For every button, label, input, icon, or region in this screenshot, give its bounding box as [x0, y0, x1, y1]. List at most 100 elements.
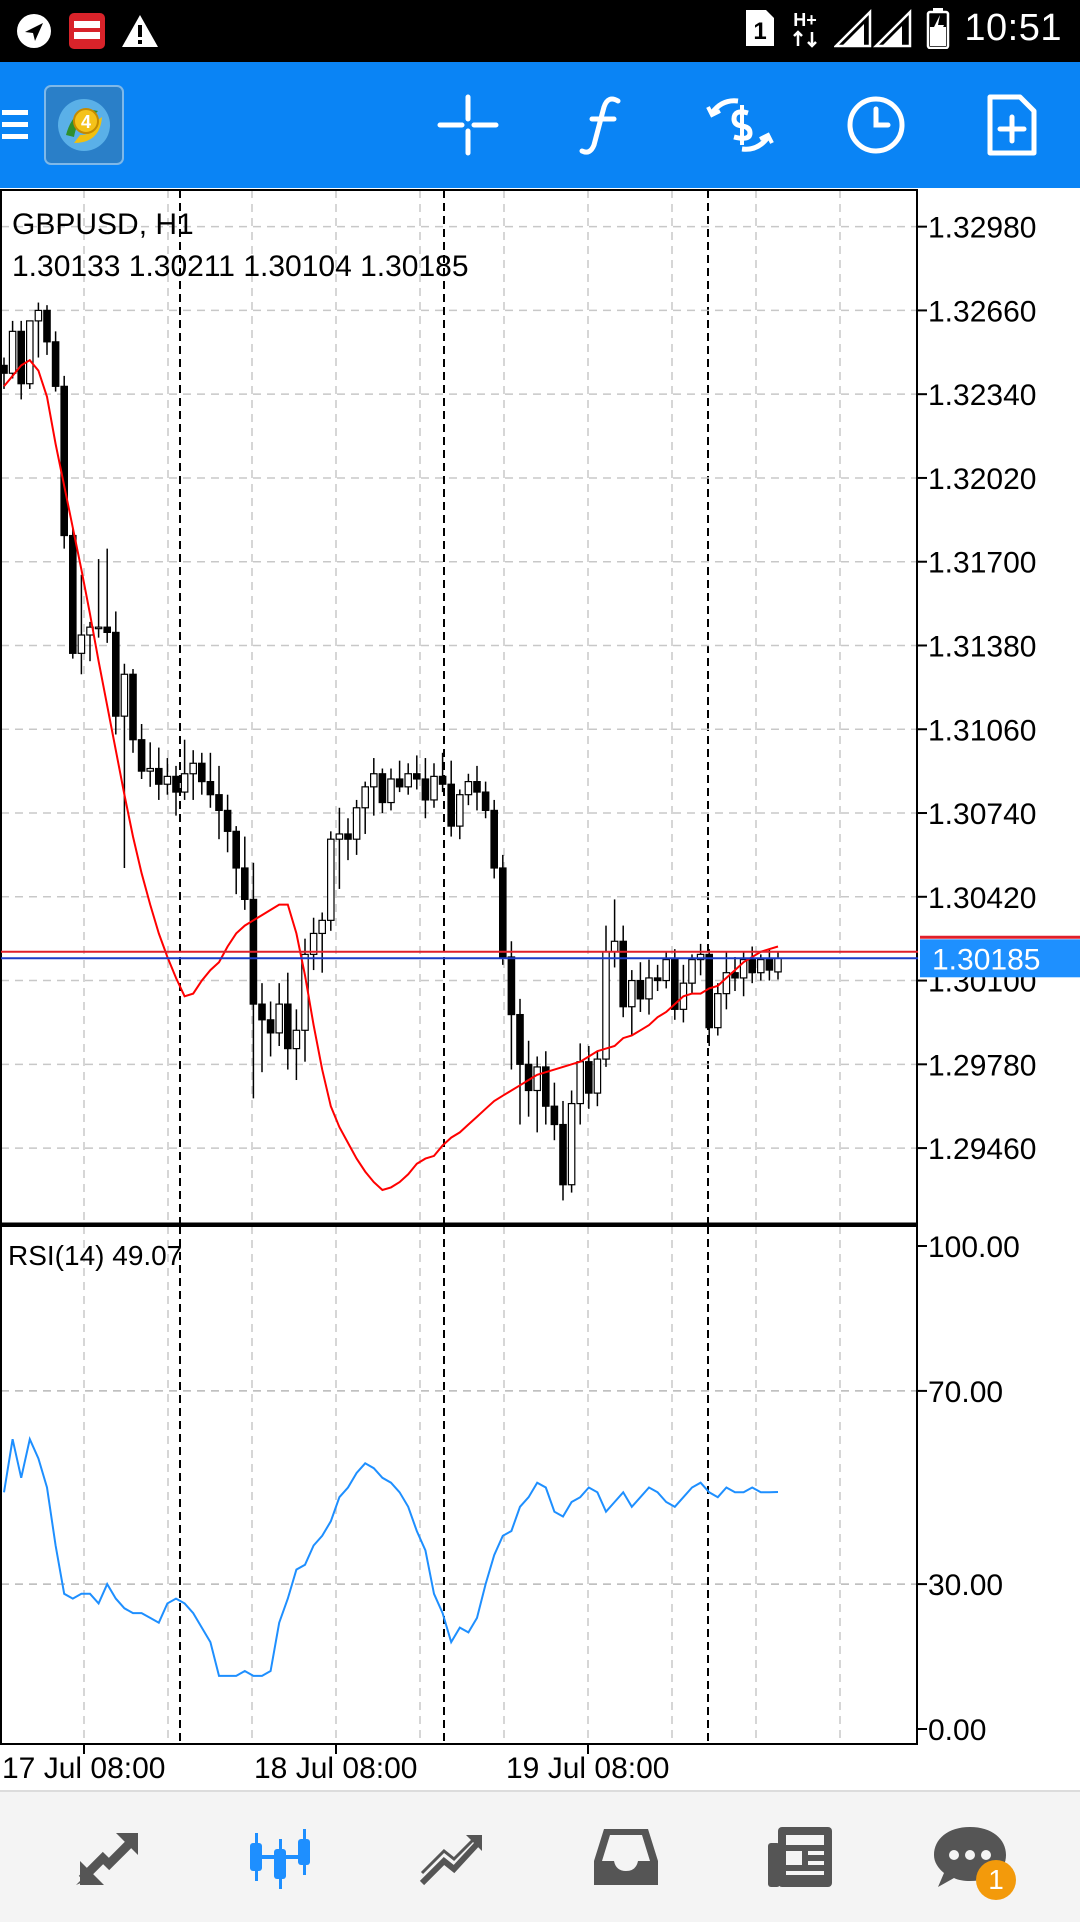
candle-body: [688, 959, 696, 984]
timeframe-icon[interactable]: [836, 62, 916, 188]
indicators-icon[interactable]: [562, 62, 642, 188]
candle-body: [129, 673, 137, 741]
price-chart[interactable]: 1.32980 1.32660 1.32340 1.32020 1.31700 1.313…: [0, 188, 1080, 1788]
candle-body: [232, 830, 241, 869]
moving-average-line: [3, 358, 779, 1192]
bottom-navigation: 1: [0, 1790, 1080, 1922]
candle-body: [17, 330, 26, 385]
candle-body: [739, 959, 748, 979]
quotes-icon[interactable]: [18, 1792, 198, 1922]
app-toolbar: 4: [0, 62, 1080, 188]
rsi-tick-label: 30.00: [928, 1569, 1003, 1602]
messages-icon[interactable]: 1: [880, 1792, 1060, 1922]
status-bar: 1 H+ 10:51: [0, 0, 1080, 62]
candle-body: [146, 767, 155, 772]
price-tick-label: 1.32660: [928, 295, 1036, 328]
candle-body: [352, 807, 361, 840]
candle-body: [447, 783, 456, 827]
candle-body: [602, 951, 610, 1060]
candle-body: [430, 775, 438, 801]
candle-body: [370, 773, 378, 788]
candle-body: [120, 673, 129, 717]
candle-body: [111, 631, 120, 717]
money-locker-icon: [68, 12, 106, 50]
candle-body: [395, 778, 404, 788]
candle-body: [774, 957, 782, 973]
candle-body: [155, 767, 163, 785]
candle-body: [309, 932, 318, 955]
candle-body: [335, 833, 344, 840]
price-tick-label: 1.31380: [928, 630, 1036, 663]
price-tick-label: 1.32020: [928, 463, 1036, 496]
rsi-axis: 100.00 70.00 30.00 0.00: [917, 1231, 1020, 1747]
chart-area[interactable]: 1.32980 1.32660 1.32340 1.32020 1.31700 1.313…: [0, 188, 1080, 1788]
candle-body: [765, 959, 774, 971]
candle-body: [567, 1102, 576, 1186]
symbol-label: GBPUSD, H1: [12, 208, 194, 241]
candle-body: [172, 775, 180, 793]
candle-body: [541, 1066, 550, 1107]
chart-icon[interactable]: [190, 1792, 370, 1922]
candle-body: [645, 977, 653, 1000]
history-icon[interactable]: [536, 1792, 716, 1922]
candle-body: [499, 867, 507, 958]
candle-body: [94, 626, 103, 630]
sim-number: 1: [754, 18, 767, 45]
candle-body: [77, 634, 86, 654]
candle-body: [507, 956, 516, 1016]
candle-body: [387, 778, 395, 804]
candle-body: [756, 959, 765, 974]
candle-body: [103, 626, 112, 633]
current-price-label: 1.30185: [932, 943, 1040, 976]
news-icon[interactable]: [710, 1792, 890, 1922]
candle-body: [705, 953, 714, 1029]
candle-body: [60, 385, 69, 537]
rsi-tick-label: 0.00: [928, 1714, 986, 1747]
trade-icon[interactable]: [362, 1792, 542, 1922]
price-tick-label: 1.31700: [928, 547, 1036, 580]
candle-body: [413, 773, 421, 780]
signal-icon: [834, 8, 912, 48]
price-tick-label: 1.32340: [928, 379, 1036, 412]
candle-body: [327, 838, 335, 921]
candle-body: [284, 1003, 292, 1050]
ohlc-label: 1.30133 1.30211 1.30104 1.30185: [12, 250, 469, 283]
candle-body: [68, 534, 77, 654]
rsi-tick-label: 100.00: [928, 1231, 1020, 1264]
price-tick-label: 1.31060: [928, 714, 1036, 747]
candle-body: [636, 979, 645, 1000]
crosshair-icon[interactable]: [428, 62, 508, 188]
candle-body: [559, 1123, 567, 1186]
candle-body: [189, 762, 198, 775]
candle-body: [421, 778, 430, 801]
candle-body: [163, 775, 172, 785]
candle-body: [223, 809, 232, 832]
price-tick-label: 1.29460: [928, 1133, 1036, 1166]
new-order-icon[interactable]: [972, 62, 1052, 188]
candle-body: [524, 1063, 533, 1092]
candle-body: [610, 940, 619, 953]
candle-body: [584, 1061, 593, 1094]
candle-body: [361, 786, 370, 809]
battery-icon: [926, 7, 950, 49]
candle-body: [137, 739, 146, 772]
candle-body: [275, 1003, 284, 1034]
candle-body: [696, 953, 705, 961]
symbols-icon[interactable]: [700, 62, 780, 188]
logo-4: 4: [81, 112, 91, 132]
candle-body: [292, 1029, 301, 1050]
metatrader4-logo[interactable]: 4: [42, 62, 126, 188]
navigation-icon: [14, 11, 54, 51]
candle-body: [516, 1013, 524, 1065]
candle-body: [241, 867, 249, 901]
rsi-line: [3, 1436, 779, 1677]
candle-body: [731, 972, 739, 979]
price-tick-label: 1.32980: [928, 212, 1036, 245]
candle-body: [8, 330, 17, 374]
messages-badge: 1: [976, 1860, 1016, 1900]
candle-body: [0, 364, 8, 374]
candle-body: [619, 940, 628, 1008]
menu-icon[interactable]: [0, 62, 34, 188]
candle-body: [318, 919, 327, 935]
status-time: 10:51: [964, 6, 1062, 49]
